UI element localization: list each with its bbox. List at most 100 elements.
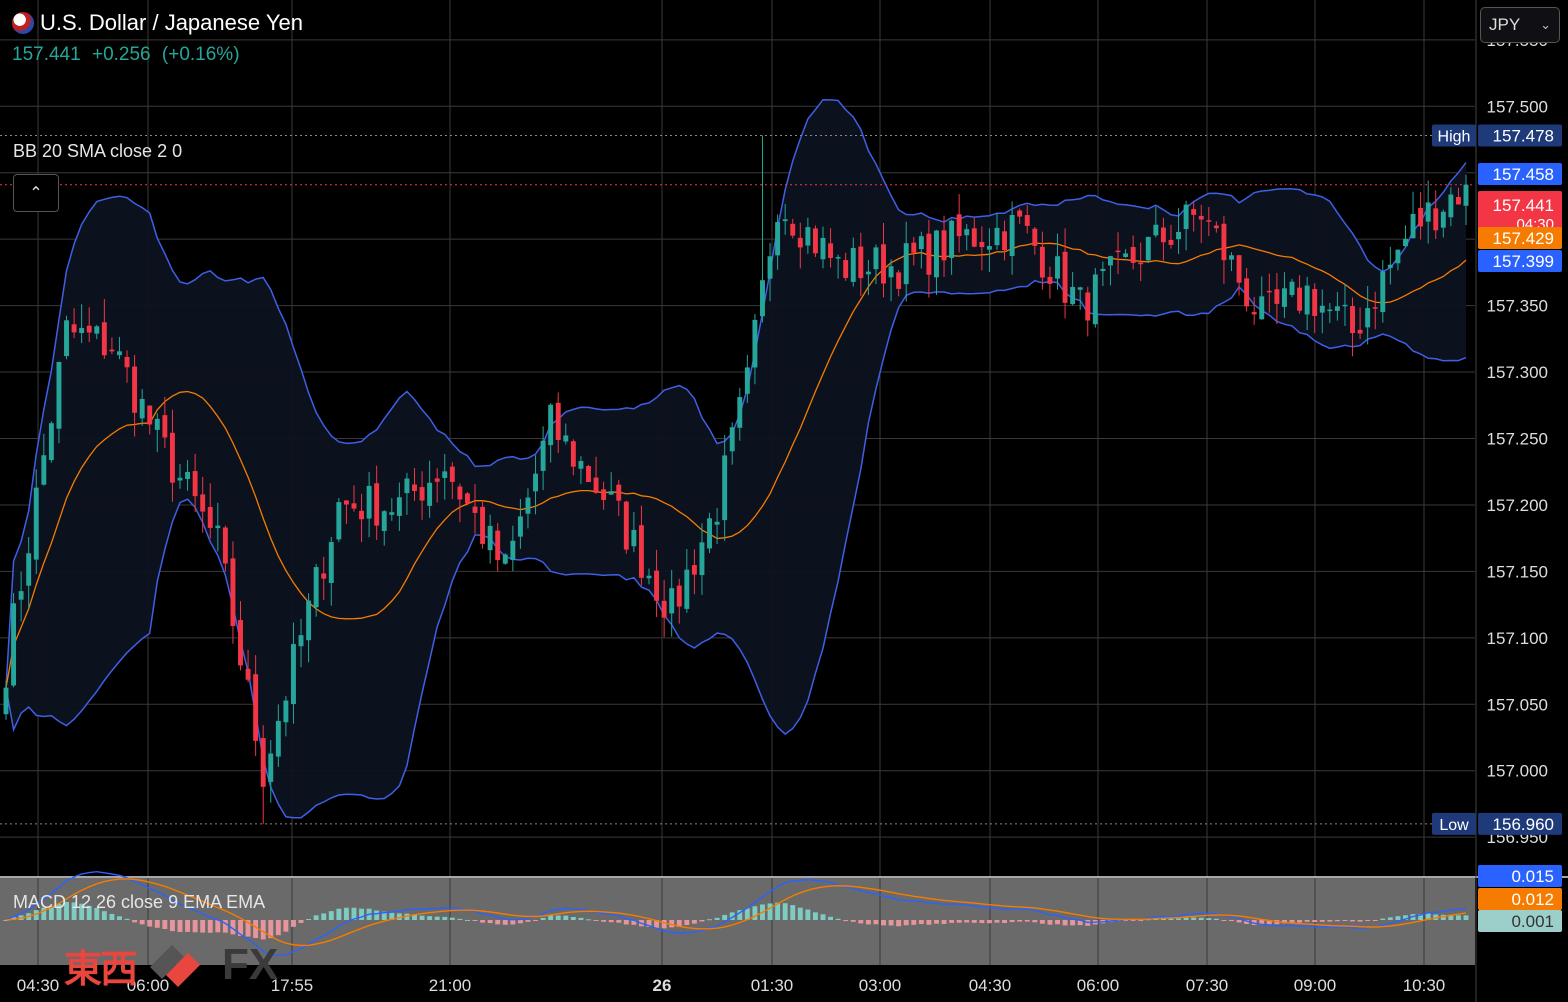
time-axis-background [0, 965, 1568, 1002]
macd-histogram-bar [192, 920, 198, 933]
candle-body [691, 565, 697, 575]
macd-histogram-bar [3, 920, 9, 921]
candle-body [298, 635, 304, 647]
macd-histogram-bar [1455, 915, 1461, 920]
candle-body [1115, 250, 1121, 253]
macd-histogram-bar [964, 920, 970, 923]
candle-body [623, 501, 629, 550]
macd-histogram-bar [661, 920, 667, 929]
macd-histogram-bar [1319, 920, 1325, 922]
candle-body [714, 521, 720, 525]
candle-body [669, 588, 675, 614]
collapse-indicators-button[interactable]: ⌃ [13, 174, 59, 212]
macd-histogram-bar [548, 915, 554, 920]
macd-histogram-bar [268, 920, 274, 939]
price-badge-value: 157.478 [1493, 127, 1554, 146]
macd-histogram-bar [1425, 913, 1431, 920]
candle-body [449, 466, 455, 482]
candle-body [540, 440, 546, 471]
candle-body [707, 518, 712, 549]
macd-histogram-bar [775, 902, 781, 920]
macd-histogram-bar [1259, 920, 1265, 925]
macd-histogram-bar [207, 920, 213, 933]
macd-histogram-bar [843, 920, 849, 922]
candle-body [48, 423, 54, 461]
price-badge-tag-text: High [1438, 129, 1471, 146]
price-badge-tag-text: Low [1439, 817, 1469, 834]
candle-body [903, 243, 909, 285]
candle-body [200, 494, 206, 512]
candle-body [1372, 307, 1378, 309]
macd-histogram-bar [419, 915, 425, 920]
macd-histogram-bar [578, 917, 584, 920]
candle-body [767, 256, 773, 279]
macd-histogram-bar [608, 920, 614, 923]
candle-body [949, 220, 955, 258]
macd-histogram-bar [744, 908, 750, 920]
macd-histogram-bar [1380, 918, 1386, 920]
macd-histogram-bar [714, 917, 720, 920]
macd-histogram-bar [1191, 917, 1197, 920]
price-badge [1478, 163, 1562, 185]
macd-histogram-bar [707, 919, 712, 921]
candle-body [192, 471, 198, 497]
macd-histogram-bar [1002, 920, 1008, 924]
candle-body [722, 455, 728, 521]
macd-histogram-bar [540, 917, 546, 920]
candle-body [699, 542, 705, 576]
macd-histogram-bar [1070, 920, 1076, 926]
candle-body [275, 720, 281, 757]
macd-histogram-bar [926, 920, 932, 925]
macd-histogram-bar [245, 920, 251, 937]
time-axis-label: 26 [653, 976, 672, 995]
macd-histogram-bar [79, 903, 85, 920]
macd-histogram-bar [139, 920, 145, 925]
macd-histogram-bar [1032, 920, 1038, 923]
macd-histogram-bar [684, 920, 690, 926]
macd-histogram-bar [593, 920, 599, 921]
price-change-pct: (+0.16%) [161, 44, 240, 65]
candle-body [1410, 213, 1416, 239]
candle-body [1138, 262, 1144, 265]
macd-histogram-bar [1395, 916, 1401, 920]
macd-histogram-bar [321, 913, 327, 920]
macd-histogram-bar [812, 912, 818, 920]
macd-histogram-bar [48, 905, 54, 920]
candle-body [570, 441, 576, 467]
bollinger-label[interactable]: BB 20 SMA close 2 0 [13, 141, 183, 161]
macd-histogram-bar [1176, 918, 1181, 920]
macd-histogram-bar [1062, 920, 1068, 926]
macd-histogram-bar [873, 920, 879, 925]
macd-label[interactable]: MACD 12 26 close 9 EMA EMA [13, 892, 266, 912]
candle-body [586, 466, 591, 482]
macd-histogram-bar [238, 920, 243, 936]
candle-body [1039, 246, 1045, 278]
currency-selector[interactable]: JPY ⌄ [1480, 7, 1560, 43]
candle-body [442, 471, 448, 478]
candle-body [404, 478, 410, 494]
candle-body [979, 241, 985, 248]
macd-histogram-bar [313, 915, 319, 920]
macd-histogram-bar [404, 913, 410, 920]
candle-body [434, 478, 440, 482]
candle-body [1334, 306, 1340, 311]
macd-histogram-bar [154, 920, 160, 928]
candle-body [124, 356, 130, 368]
macd-histogram-bar [33, 910, 39, 920]
candle-body [79, 328, 85, 333]
candle-body [1107, 256, 1113, 266]
macd-histogram-bar [986, 920, 992, 924]
price-badge [1478, 227, 1562, 249]
candle-body [638, 525, 644, 578]
candle-body [646, 575, 652, 579]
currency-value: JPY [1489, 15, 1521, 34]
price-badge-value: 157.458 [1493, 165, 1554, 184]
macd-histogram-bar [1327, 920, 1333, 922]
macd-histogram-bar [298, 920, 304, 923]
macd-histogram-bar [934, 920, 939, 924]
candle-body [1160, 227, 1166, 243]
candle-body [1206, 220, 1212, 222]
macd-histogram-bar [911, 920, 917, 925]
macd-histogram-bar [918, 920, 924, 924]
